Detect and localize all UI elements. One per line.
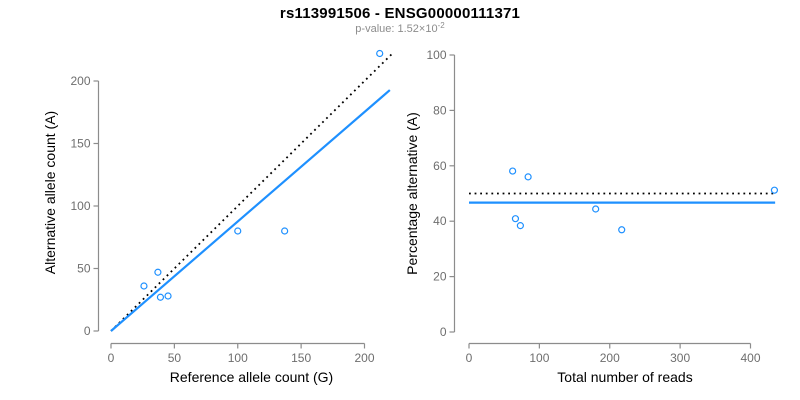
y-tick-label: 40	[433, 214, 447, 228]
y-tick-label: 60	[433, 159, 447, 173]
data-point	[156, 293, 165, 301]
x-axis-title: Total number of reads	[557, 369, 692, 385]
y-tick-label: 100	[70, 199, 90, 213]
data-point	[281, 227, 289, 235]
y-tick-label: 100	[426, 48, 446, 62]
y-axis-title: Percentage alternative (A)	[404, 112, 420, 275]
y-tick-label: 0	[440, 325, 447, 339]
y-tick-label: 80	[433, 103, 447, 117]
x-tick-label: 150	[291, 351, 311, 365]
p-value-exponent: -2	[437, 21, 445, 30]
data-point	[164, 292, 172, 300]
y-tick-label: 200	[70, 74, 90, 88]
x-tick-label: 0	[108, 351, 115, 365]
x-tick-label: 200	[354, 351, 374, 365]
p-value-text: p-value: 1.52×10	[355, 23, 438, 35]
data-point	[511, 215, 520, 223]
data-point	[516, 222, 524, 230]
y-tick-label: 50	[77, 262, 91, 276]
allele-counts-plot: 0 50 100 150 200 0 50 100 150 200 Reference allele…	[42, 49, 394, 385]
regression-line	[110, 89, 391, 332]
y-tick-label: 150	[70, 137, 90, 151]
x-tick-label: 100	[228, 351, 248, 365]
data-point	[154, 268, 162, 276]
x-tick-label: 400	[740, 351, 760, 365]
x-tick-label: 0	[466, 351, 473, 365]
x-tick-label: 300	[670, 351, 690, 365]
y-axis-title: Alternative allele count (A)	[42, 111, 58, 274]
y-tick-label: 0	[84, 324, 91, 338]
data-point	[770, 186, 779, 194]
figure-subtitle: p-value: 1.52×10-2	[0, 21, 800, 35]
data-point	[140, 282, 148, 290]
data-point	[509, 167, 517, 175]
x-tick-label: 200	[600, 351, 620, 365]
data-point	[618, 226, 626, 234]
data-point	[592, 205, 600, 213]
data-point	[376, 49, 384, 58]
identity-line	[110, 52, 394, 332]
x-tick-label: 50	[168, 351, 182, 365]
x-tick-label: 100	[529, 351, 549, 365]
data-point	[524, 173, 532, 181]
x-axis-title: Reference allele count (G)	[170, 369, 333, 385]
figure-title: rs113991506 - ENSG00000111371	[279, 5, 521, 22]
y-tick-label: 20	[433, 270, 447, 284]
data-point	[234, 227, 242, 235]
percentage-alternative-plot: 0 100 200 300 400 0 20 40 60 80 100 Total number of…	[404, 48, 779, 385]
